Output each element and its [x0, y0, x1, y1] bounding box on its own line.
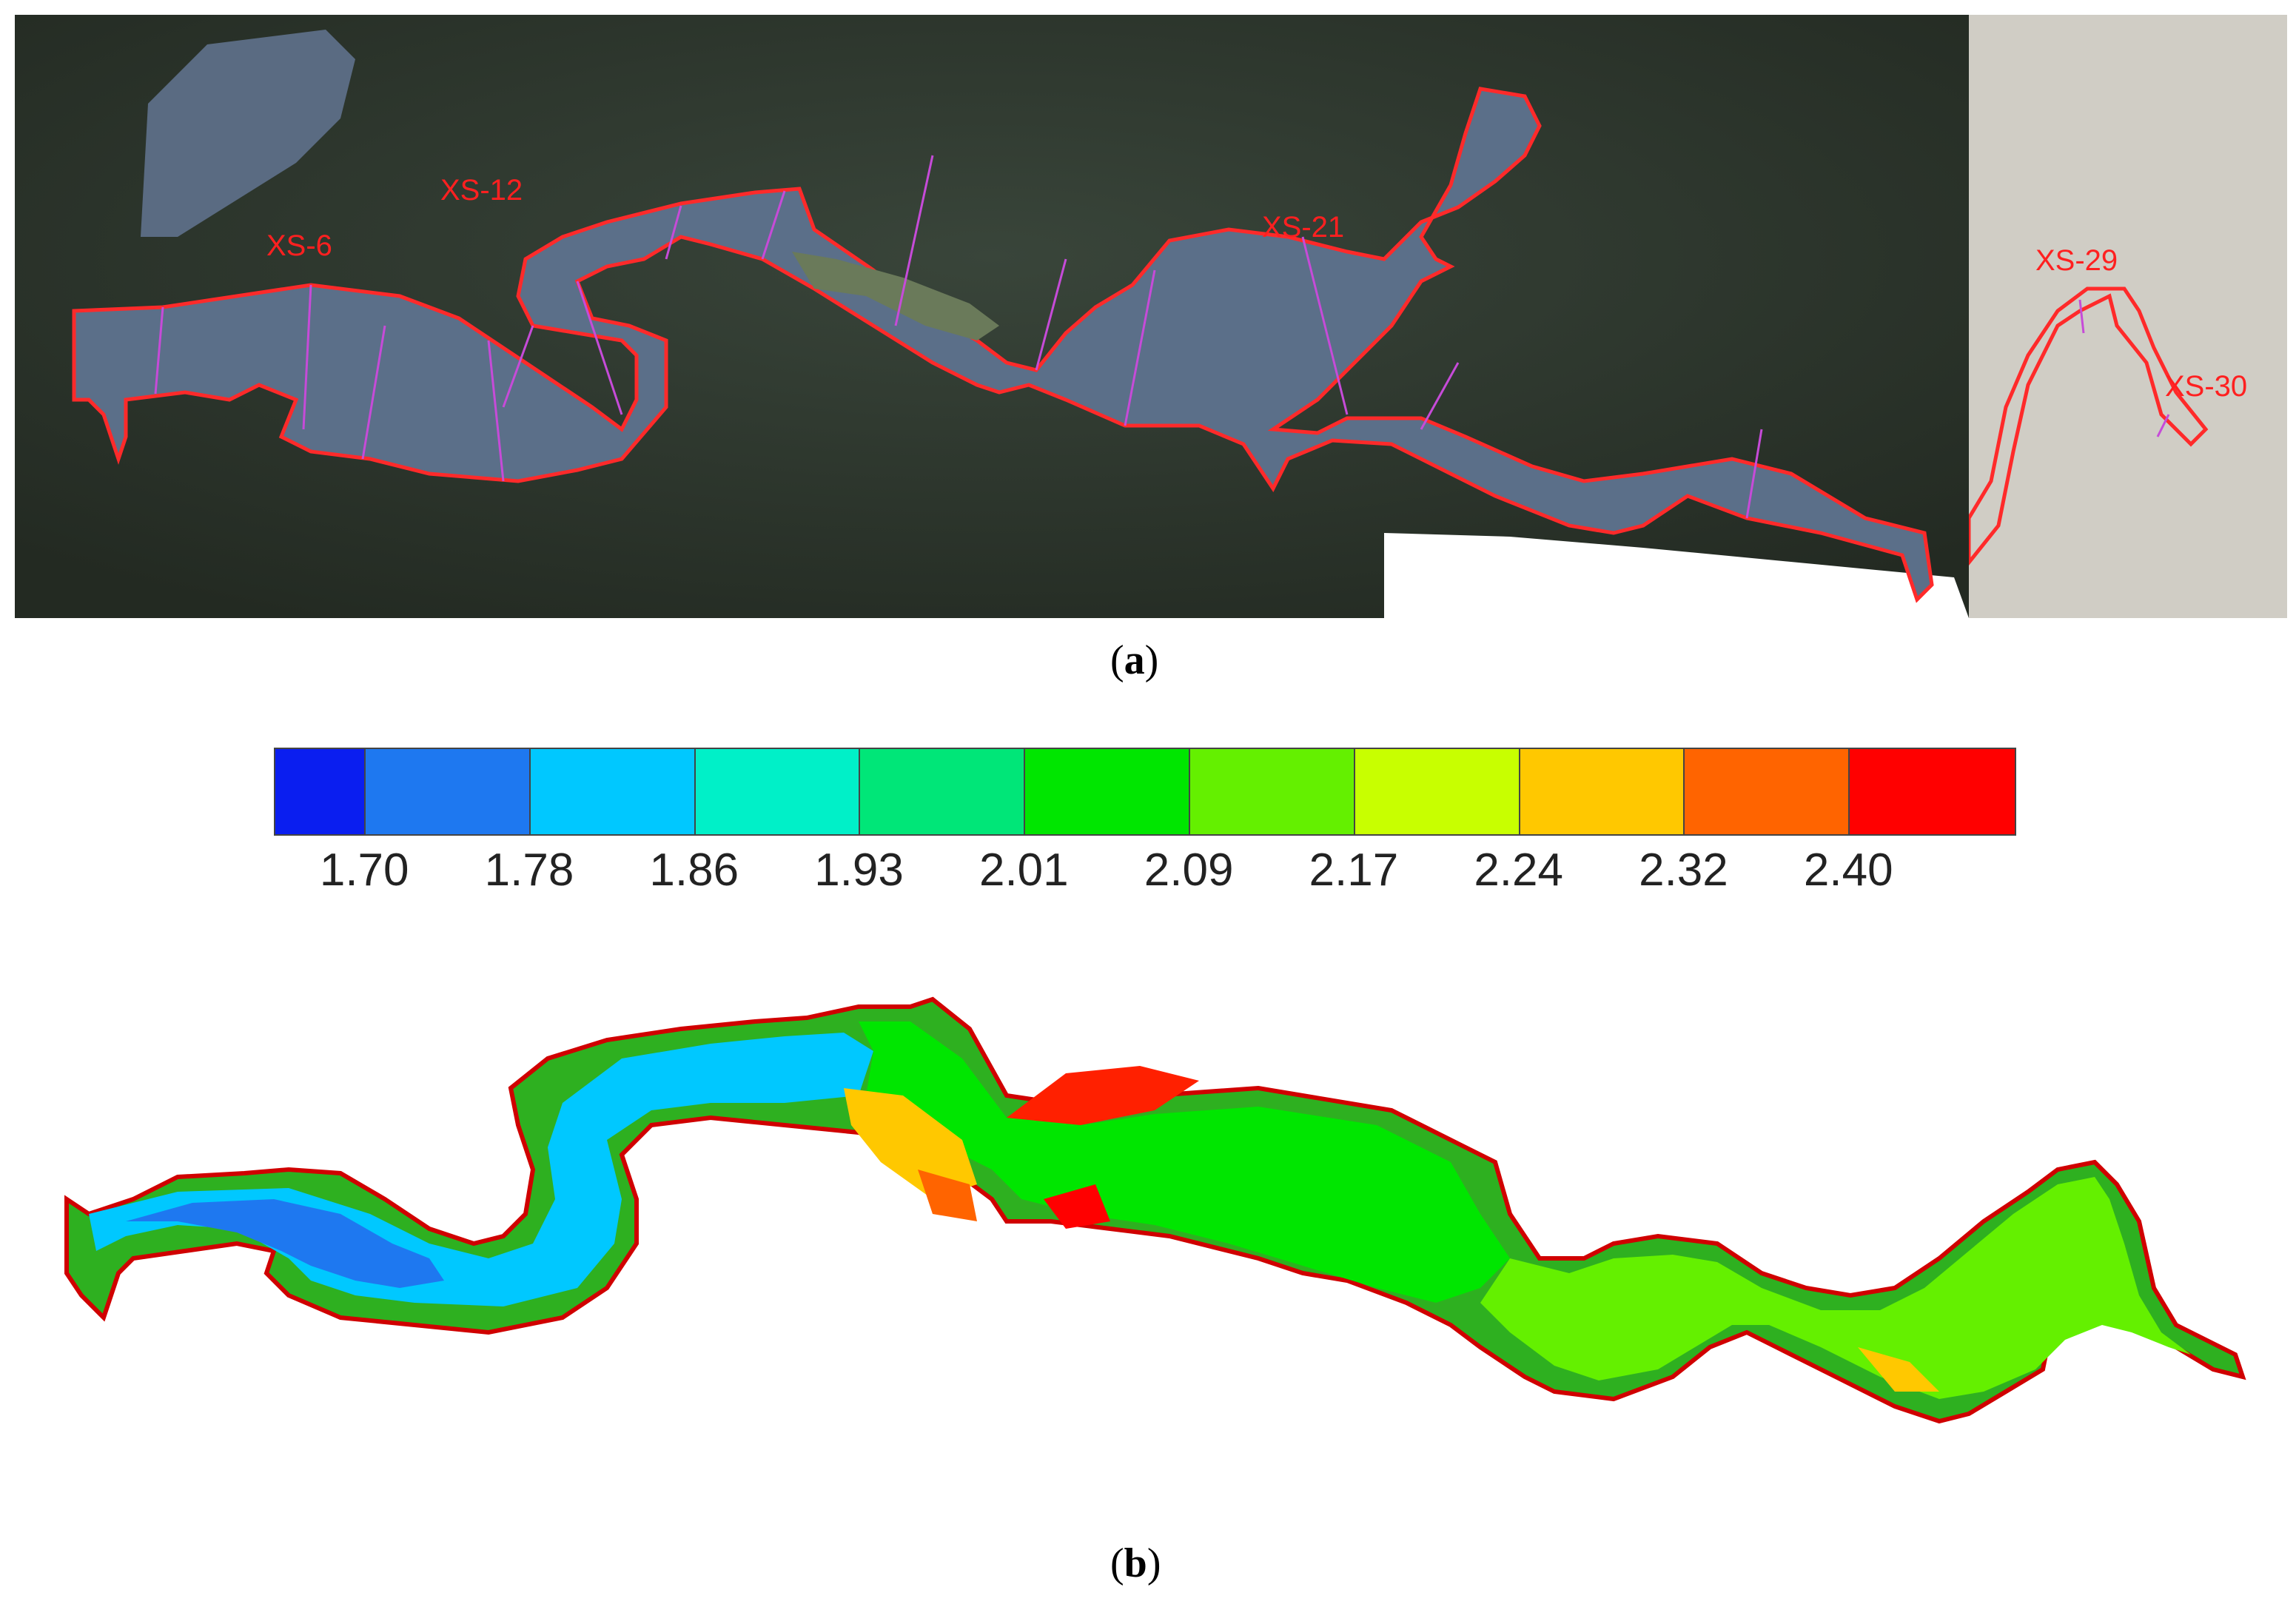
inset-river-outline: [1969, 286, 2209, 566]
legend-swatch: [1355, 749, 1520, 834]
satellite-image-panel: [15, 15, 1969, 618]
channel-deep-zone: [126, 1199, 444, 1288]
upstream-yellow-zone: [1858, 1347, 1939, 1392]
legend-tick-label: 1.78: [484, 845, 574, 896]
caption-a: (a): [1110, 637, 1158, 684]
channel-low-zone: [89, 1033, 873, 1306]
legend-tick-label: 2.09: [1144, 845, 1234, 896]
color-legend: [274, 748, 2016, 836]
caption-b-letter: b: [1124, 1540, 1147, 1586]
legend-swatch: [1190, 749, 1355, 834]
legend-swatch: [366, 749, 531, 834]
legend-tick-label: 1.70: [319, 845, 409, 896]
high-zone-red: [1044, 1184, 1110, 1229]
legend-swatch: [1520, 749, 1685, 834]
caption-a-close: ): [1144, 637, 1159, 683]
legend-tick-label: 2.17: [1309, 845, 1399, 896]
legend-tick-label: 1.86: [649, 845, 739, 896]
label-xs-6: XS-6: [266, 229, 332, 262]
legend-swatch: [530, 749, 696, 834]
no-data-area: [1384, 533, 1969, 618]
caption-a-open: (: [1110, 637, 1124, 683]
cross-section-lines: [154, 155, 1763, 519]
legend-tick-label: 2.01: [979, 845, 1069, 896]
channel-upstream-zone: [1480, 1177, 2191, 1399]
legend-tick-label: 2.24: [1474, 845, 1563, 896]
legend-swatch: [275, 749, 366, 834]
caption-a-letter: a: [1124, 637, 1145, 683]
legend-swatch: [1025, 749, 1191, 834]
legend-tick-label: 1.93: [814, 845, 904, 896]
legend-tick-label: 2.40: [1803, 845, 1893, 896]
caption-b-close: ): [1147, 1540, 1161, 1586]
legend-swatch: [860, 749, 1026, 834]
high-zone-orange: [918, 1170, 977, 1221]
cross-section-labels: XS-6 XS-12 XS-21 XS-29 XS-30: [266, 174, 2247, 403]
upper-lake: [141, 30, 355, 237]
label-xs-30: XS-30: [2165, 370, 2247, 403]
island: [792, 252, 999, 340]
inset-section-lines: [2078, 299, 2170, 437]
label-xs-12: XS-12: [440, 174, 523, 207]
model-result-panel: [44, 977, 2287, 1510]
legend-swatch: [1685, 749, 1850, 834]
legend-swatch: [1850, 749, 2015, 834]
legend-tick-label: 2.32: [1639, 845, 1728, 896]
inset-background: [1969, 15, 2287, 618]
caption-b: (b): [1110, 1540, 1161, 1587]
model-inset: [1969, 15, 2287, 618]
channel-mid-zone: [859, 1021, 1510, 1303]
caption-b-open: (: [1110, 1540, 1124, 1586]
label-xs-21: XS-21: [1262, 211, 1344, 244]
reservoir-water: [72, 87, 1934, 603]
label-xs-29: XS-29: [2035, 244, 2118, 277]
high-zone-top: [1007, 1066, 1199, 1125]
legend-tick-labels: 1.70 1.78 1.86 1.93 2.01 2.09 2.17 2.24 2.32 2.40: [274, 844, 2013, 903]
high-zone-mid: [844, 1088, 977, 1199]
legend-swatch: [695, 749, 861, 834]
